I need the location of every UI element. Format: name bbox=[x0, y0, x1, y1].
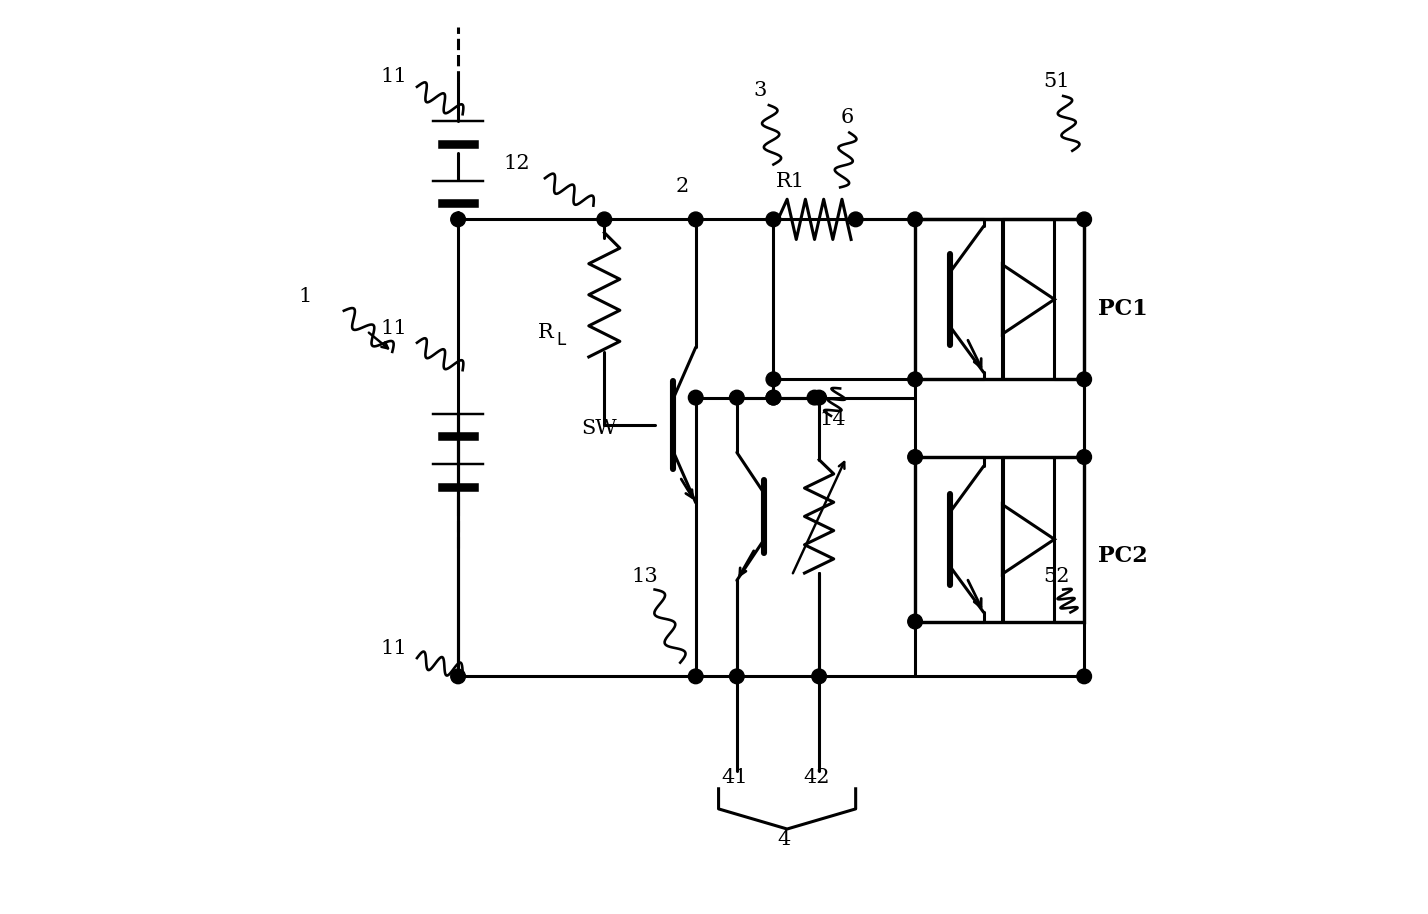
Circle shape bbox=[811, 390, 827, 405]
Text: 51: 51 bbox=[1042, 72, 1070, 90]
Text: PC1: PC1 bbox=[1098, 298, 1148, 320]
Circle shape bbox=[908, 614, 922, 629]
Circle shape bbox=[1077, 372, 1091, 387]
Circle shape bbox=[811, 669, 827, 684]
Text: 3: 3 bbox=[754, 81, 767, 100]
Text: 4: 4 bbox=[777, 831, 790, 849]
Text: PC2: PC2 bbox=[1098, 545, 1148, 567]
Circle shape bbox=[1077, 212, 1091, 227]
Circle shape bbox=[908, 450, 922, 464]
Text: 13: 13 bbox=[631, 568, 658, 586]
Text: 11: 11 bbox=[380, 68, 407, 86]
Text: R1: R1 bbox=[777, 173, 805, 191]
Circle shape bbox=[688, 390, 703, 405]
Circle shape bbox=[1077, 669, 1091, 684]
Circle shape bbox=[765, 390, 781, 405]
Circle shape bbox=[765, 372, 781, 387]
Circle shape bbox=[908, 212, 922, 227]
Text: 42: 42 bbox=[804, 769, 830, 787]
Circle shape bbox=[908, 372, 922, 387]
Bar bbox=[915, 457, 1084, 622]
Circle shape bbox=[688, 212, 703, 227]
Text: 14: 14 bbox=[820, 410, 845, 429]
Text: SW: SW bbox=[581, 420, 617, 438]
Circle shape bbox=[730, 390, 744, 405]
Circle shape bbox=[688, 669, 703, 684]
Circle shape bbox=[451, 212, 466, 227]
Circle shape bbox=[765, 212, 781, 227]
Circle shape bbox=[765, 390, 781, 405]
Text: L: L bbox=[557, 332, 565, 349]
Circle shape bbox=[597, 212, 611, 227]
Circle shape bbox=[807, 390, 823, 405]
Text: 6: 6 bbox=[840, 109, 854, 127]
Text: 11: 11 bbox=[380, 319, 407, 337]
Circle shape bbox=[848, 212, 863, 227]
Text: R: R bbox=[537, 324, 553, 342]
Text: 12: 12 bbox=[504, 154, 530, 173]
Text: 41: 41 bbox=[721, 769, 748, 787]
Text: 11: 11 bbox=[380, 639, 407, 657]
Text: 2: 2 bbox=[675, 177, 688, 196]
Text: 52: 52 bbox=[1042, 568, 1070, 586]
Circle shape bbox=[1077, 450, 1091, 464]
Circle shape bbox=[451, 669, 466, 684]
Text: 1: 1 bbox=[298, 287, 311, 305]
Circle shape bbox=[730, 669, 744, 684]
Bar bbox=[915, 219, 1084, 379]
